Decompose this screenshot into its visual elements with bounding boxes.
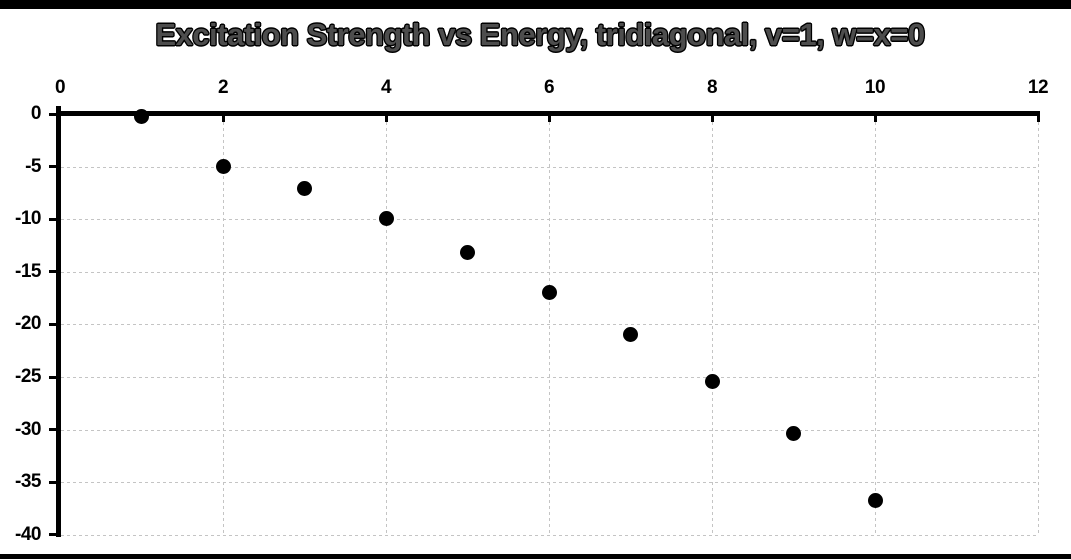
bottom-border-bar: [0, 554, 1071, 559]
x-tick-label: 4: [380, 77, 392, 98]
y-tick-label: -15: [15, 260, 41, 282]
y-tick-label: -35: [15, 471, 41, 493]
y-tick-label: -40: [15, 523, 41, 545]
y-axis-line: [56, 111, 61, 537]
x-axis-line: [56, 111, 1040, 116]
y-tick-label: -30: [15, 418, 41, 440]
x-tick-label: 8: [706, 77, 718, 98]
gridline-v: [1038, 116, 1039, 535]
data-point: [623, 327, 638, 343]
x-tick-mark: [384, 116, 388, 122]
y-tick-mark: [49, 533, 56, 537]
y-tick-mark: [49, 322, 56, 326]
y-tick-mark: [49, 112, 56, 116]
x-tick-mark: [56, 106, 61, 111]
top-border-bar: [0, 0, 1071, 9]
data-point: [541, 285, 557, 301]
y-tick-mark: [49, 428, 56, 432]
data-point: [460, 245, 475, 261]
y-tick-label: -10: [15, 208, 41, 230]
x-tick-label: 6: [543, 77, 555, 98]
x-tick-mark: [873, 116, 877, 122]
y-tick-label: 0: [30, 103, 42, 124]
x-tick-label: 2: [217, 77, 229, 98]
data-point: [134, 108, 149, 124]
x-tick-label: 10: [864, 77, 886, 98]
x-tick-mark: [547, 116, 551, 122]
chart-title: Excitation Strength vs Energy, tridiagon…: [155, 17, 925, 52]
x-tick-label: 0: [54, 77, 66, 98]
y-tick-label: -20: [15, 313, 41, 335]
y-tick-label: -25: [15, 366, 41, 387]
x-tick-mark: [221, 116, 225, 122]
x-tick-mark: [1036, 116, 1040, 122]
y-tick-mark: [49, 270, 56, 274]
data-point: [215, 159, 231, 175]
gridline-v: [549, 116, 550, 535]
gridline-v: [875, 116, 876, 535]
gridline-v: [712, 116, 713, 535]
data-point: [867, 492, 883, 508]
y-tick-label: -5: [25, 155, 41, 177]
gridline-v: [386, 116, 387, 535]
x-tick-mark: [710, 116, 714, 122]
gridline-v: [223, 116, 224, 535]
x-tick-label: 12: [1027, 77, 1049, 98]
y-tick-mark: [49, 480, 56, 484]
y-tick-mark: [49, 375, 56, 379]
y-tick-mark: [49, 165, 56, 169]
data-point: [378, 210, 394, 226]
data-point: [704, 373, 720, 389]
y-tick-mark: [49, 217, 56, 221]
gridline-h: [61, 534, 1038, 536]
data-point: [786, 426, 801, 442]
data-point: [297, 181, 312, 197]
